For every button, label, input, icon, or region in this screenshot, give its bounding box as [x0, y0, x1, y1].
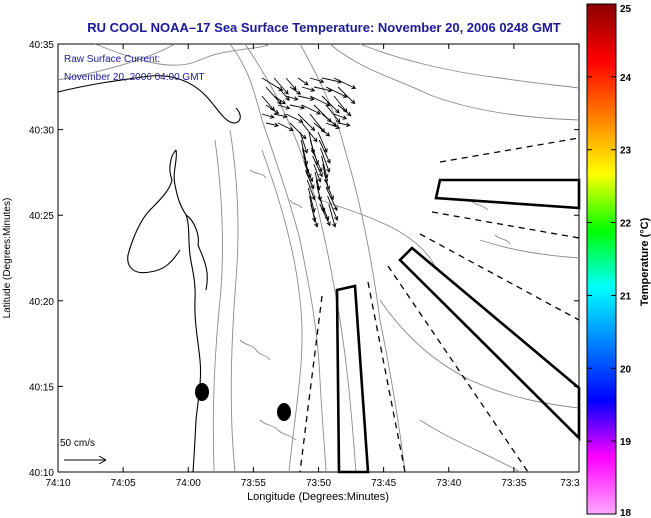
current-vector [297, 113, 316, 132]
colorbar-tick-label: 22 [620, 219, 632, 230]
y-tick-label: 40:15 [29, 382, 54, 393]
current-vector [328, 203, 337, 228]
x-axis-label: Longitude (Degrees:Minutes) [247, 491, 389, 503]
current-vector [325, 104, 341, 123]
current-vector [301, 86, 316, 92]
current-vector [325, 187, 338, 212]
y-axis-ticks: 40:35 40:30 40:25 40:20 40:15 40:10 [29, 40, 579, 479]
current-vector [289, 86, 302, 95]
x-tick-label: 74:05 [111, 478, 136, 489]
current-vector [261, 113, 275, 119]
colorbar-tick-label: 19 [620, 437, 632, 448]
current-vector [265, 122, 280, 128]
x-tick-label: 73:50 [306, 478, 331, 489]
current-vector [337, 104, 352, 117]
current-vector [325, 86, 348, 98]
temperature-colorbar [586, 3, 617, 515]
current-vector [317, 131, 328, 154]
figure-title: RU COOL NOAA–17 Sea Surface Temperature:… [87, 20, 561, 35]
scale-arrow [64, 455, 107, 465]
bathymetry-contours [57, 43, 580, 473]
current-vector [289, 122, 307, 140]
current-vector [305, 171, 315, 190]
map-frame [57, 43, 580, 473]
current-label-title: Raw Surface Current: [64, 54, 160, 65]
current-vector [310, 203, 319, 228]
colorbar-tick-label: 25 [620, 4, 632, 15]
dashed-sector-lines [299, 137, 580, 473]
current-vector [337, 122, 351, 127]
current-vector [309, 77, 325, 84]
current-vector [306, 179, 316, 201]
current-vector [319, 147, 331, 173]
current-vector [277, 122, 294, 131]
y-tick-label: 40:30 [29, 126, 54, 137]
colorbar-tick-label: 21 [620, 291, 632, 302]
x-axis-ticks: 74:10 74:05 74:00 73:55 73:50 73:45 73:40 73:35… [45, 44, 580, 489]
current-vector [304, 163, 314, 183]
x-tick-label: 73:55 [241, 478, 266, 489]
current-vector [265, 86, 282, 105]
x-tick-label: 74:10 [45, 478, 70, 489]
current-vector [318, 139, 331, 164]
current-vector [327, 195, 339, 221]
current-vector [273, 77, 289, 95]
current-vector [333, 113, 348, 120]
x-tick-label: 73:45 [371, 478, 396, 489]
colorbar-tick-label: 20 [620, 364, 632, 375]
current-vector [297, 77, 309, 86]
x-tick-label: 73:35 [501, 478, 526, 489]
current-vector [319, 203, 331, 227]
current-vector [285, 95, 299, 101]
current-vector [313, 163, 322, 183]
y-tick-label: 40:10 [29, 468, 54, 479]
current-label-time: November 20, 2006 04:00 GMT [64, 72, 205, 83]
current-vector [299, 131, 309, 154]
current-vector [285, 113, 304, 123]
colorbar-tick-label: 24 [620, 73, 632, 84]
y-tick-label: 40:35 [29, 40, 54, 51]
site-marker [277, 403, 291, 421]
y-tick-label: 40:25 [29, 211, 54, 222]
y-tick-label: 40:20 [29, 297, 54, 308]
current-vector [337, 86, 356, 105]
x-tick-label: 73:40 [436, 478, 461, 489]
scale-label: 50 cm/s [60, 438, 95, 449]
x-tick-label: 74:00 [176, 478, 201, 489]
current-vector [321, 113, 337, 127]
current-vector [301, 104, 322, 115]
colorbar-tick-label: 23 [620, 146, 632, 157]
sector-outlines [335, 178, 581, 474]
current-vector [277, 104, 291, 110]
current-vector [325, 122, 341, 130]
colorbar-tick-label: 18 [620, 508, 632, 518]
current-vector [289, 104, 306, 110]
current-vector [265, 104, 280, 114]
current-vector [277, 86, 290, 101]
colorbar-ticks: 25 24 23 22 21 20 19 18 [587, 3, 632, 518]
y-axis-label: Latitude (Degrees:Minutes) [2, 198, 13, 319]
current-vector [297, 95, 315, 101]
colorbar-label: Temperature (°C) [639, 217, 651, 306]
current-vector [321, 95, 340, 114]
coastline [57, 75, 241, 473]
current-vector [273, 95, 286, 105]
current-vector [313, 122, 331, 137]
surface-current-vectors [261, 77, 357, 228]
current-vector [273, 113, 288, 119]
current-vector [333, 77, 357, 90]
current-vector [312, 155, 323, 178]
site-marker [195, 383, 209, 401]
x-tick-label: 73:3 [560, 478, 580, 489]
